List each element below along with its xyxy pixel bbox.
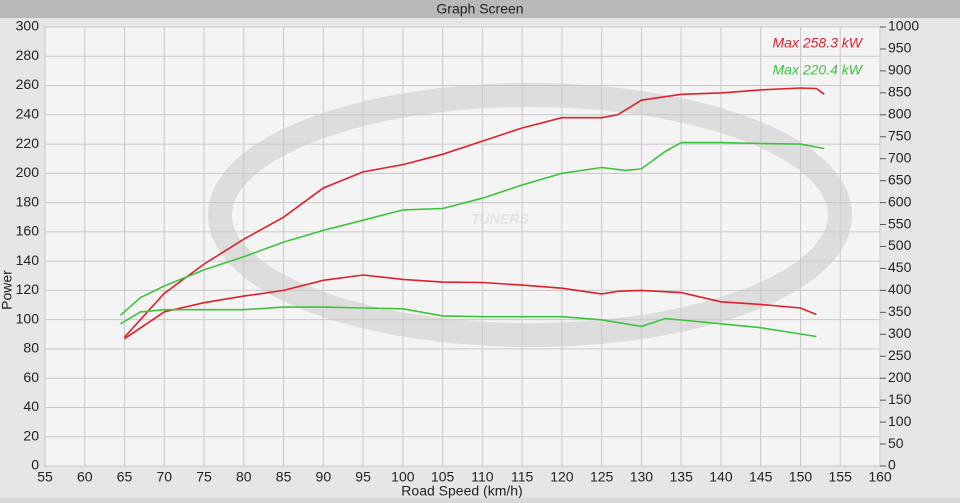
x-tick-label: 100 [391, 469, 415, 485]
y2-tick-label: 450 [888, 259, 912, 275]
data-line [119, 141, 825, 316]
y-tick-label: 220 [16, 135, 40, 151]
y2-tick-label: 500 [888, 237, 912, 253]
x-tick-label: 125 [590, 469, 614, 485]
x-tick-label: 140 [709, 469, 733, 485]
y-tick-label: 100 [16, 310, 40, 326]
y2-tick-label: 300 [888, 325, 912, 341]
x-tick-label: 135 [670, 469, 694, 485]
y-tick-label: 80 [23, 340, 39, 356]
y-tick-label: 200 [16, 164, 40, 180]
y2-tick-label: 50 [888, 435, 904, 451]
y-tick-label: 0 [31, 457, 39, 473]
y2-tick-label: 750 [888, 127, 912, 143]
x-tick-label: 65 [117, 469, 133, 485]
x-tick-label: 75 [196, 469, 212, 485]
y-tick-label: 20 [23, 427, 39, 443]
x-tick-label: 150 [789, 469, 813, 485]
x-tick-label: 160 [868, 469, 892, 485]
x-tick-label: 70 [156, 469, 172, 485]
y2-tick-label: 550 [888, 215, 912, 231]
x-tick-label: 155 [829, 469, 853, 485]
y2-tick-label: 100 [888, 413, 912, 429]
x-tick-label: 85 [276, 469, 292, 485]
watermark: TUNERS [471, 211, 529, 227]
y-tick-label: 60 [23, 369, 39, 385]
y2-tick-label: 0 [888, 457, 896, 473]
y2-tick-label: 1000 [888, 18, 919, 34]
x-tick-label: 115 [511, 469, 534, 485]
y-tick-label: 280 [16, 47, 40, 63]
title-bar [0, 0, 960, 18]
x-tick-label: 145 [749, 469, 773, 485]
x-tick-label: 130 [630, 469, 654, 485]
y2-tick-label: 600 [888, 193, 912, 209]
annotation: Max 258.3 kW [773, 35, 864, 51]
y2-tick-label: 700 [888, 149, 912, 165]
x-tick-label: 90 [316, 469, 332, 485]
x-axis-label: Road Speed (km/h) [401, 483, 522, 498]
data-line [120, 306, 817, 338]
y-tick-label: 40 [23, 398, 39, 414]
data-line [124, 274, 817, 340]
y-tick-label: 120 [16, 281, 40, 297]
window-title: Graph Screen [436, 1, 523, 17]
y-axis-label: Power [0, 270, 15, 310]
x-tick-label: 60 [77, 469, 93, 485]
y2-tick-label: 650 [888, 171, 912, 187]
y2-tick-label: 200 [888, 369, 912, 385]
annotation: Max 220.4 kW [773, 62, 864, 78]
x-tick-label: 110 [471, 469, 494, 485]
x-tick-label: 95 [355, 469, 371, 485]
y2-tick-label: 900 [888, 62, 912, 78]
y-tick-label: 180 [16, 193, 40, 209]
y-tick-label: 160 [16, 223, 40, 239]
x-tick-label: 55 [37, 469, 53, 485]
y-tick-label: 240 [16, 106, 40, 122]
y-tick-label: 300 [16, 18, 40, 34]
y-tick-label: 260 [16, 76, 40, 92]
data-line [123, 87, 825, 338]
y2-tick-label: 250 [888, 347, 912, 363]
y2-tick-label: 400 [888, 281, 912, 297]
x-tick-label: 80 [236, 469, 252, 485]
y2-tick-label: 950 [888, 40, 912, 56]
y2-tick-label: 800 [888, 106, 912, 122]
x-tick-label: 105 [431, 469, 455, 485]
y2-tick-label: 150 [888, 391, 912, 407]
x-tick-label: 120 [550, 469, 574, 485]
y2-tick-label: 850 [888, 84, 912, 100]
y2-tick-label: 350 [888, 303, 912, 319]
y-tick-label: 140 [16, 252, 40, 268]
